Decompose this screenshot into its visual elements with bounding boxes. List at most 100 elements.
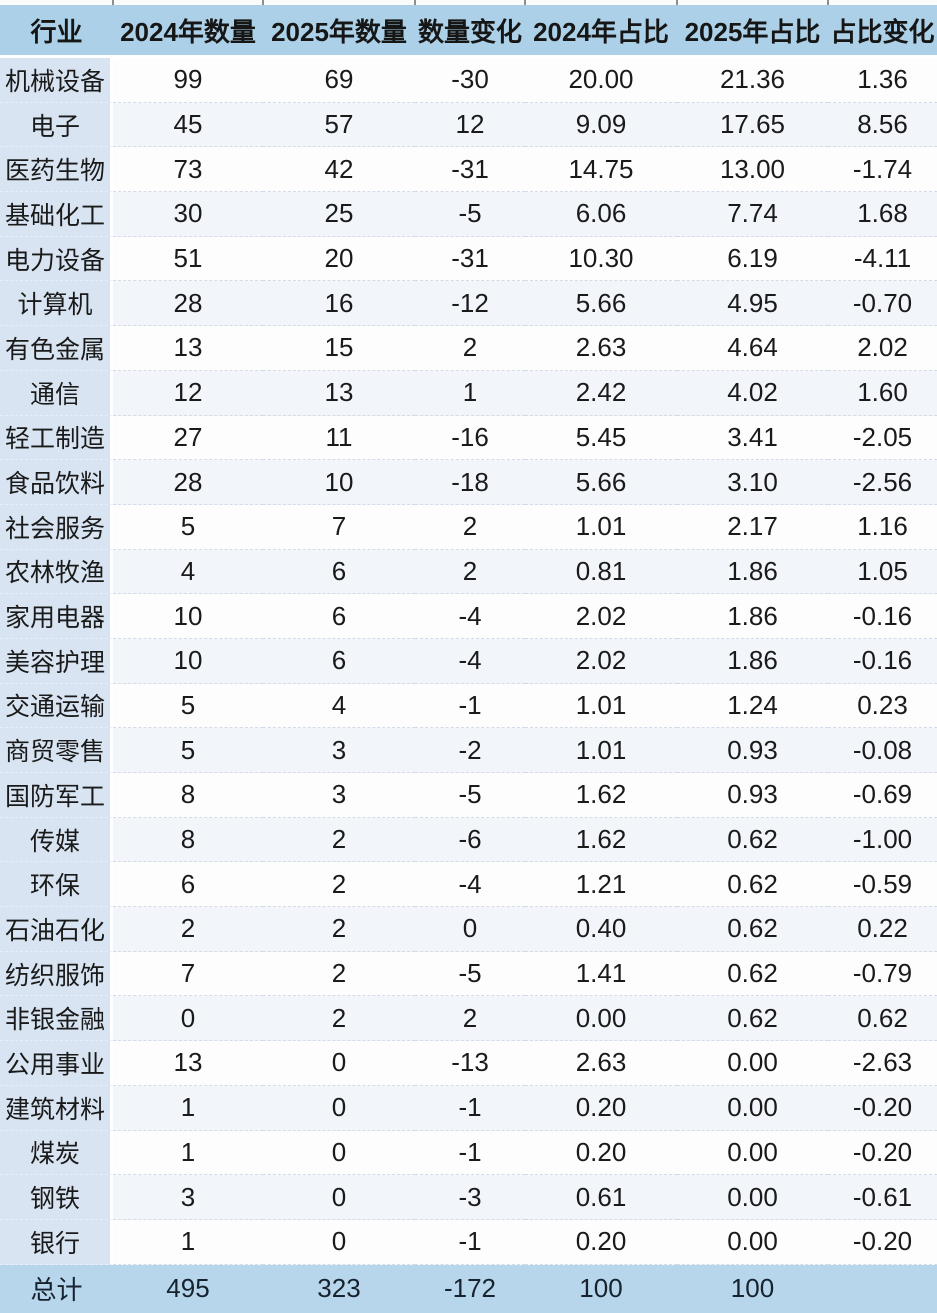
value-cell: 2 xyxy=(263,951,415,997)
value-cell: -18 xyxy=(415,460,525,505)
value-cell: -2.56 xyxy=(828,460,937,505)
value-cell: 0.62 xyxy=(677,862,828,908)
value-cell: 1 xyxy=(113,1085,263,1131)
value-cell: -16 xyxy=(415,415,525,461)
value-cell: 3 xyxy=(113,1175,263,1220)
value-cell: 9.09 xyxy=(525,102,677,148)
value-cell: 3.41 xyxy=(677,415,828,461)
value-cell: 0 xyxy=(263,1175,415,1220)
value-cell: -2.63 xyxy=(828,1041,937,1086)
value-cell: 0.93 xyxy=(677,773,828,818)
industry-cell: 银行 xyxy=(0,1219,113,1265)
value-cell: 0.62 xyxy=(828,996,937,1042)
value-cell: 1.01 xyxy=(525,504,677,550)
industry-cell: 国防军工 xyxy=(0,773,113,818)
value-cell: 0.00 xyxy=(677,1041,828,1086)
table-row: 银行 1 0 -1 0.20 0.00 -0.20 xyxy=(0,1219,937,1265)
value-cell: -2.05 xyxy=(828,415,937,461)
industry-cell: 纺织服饰 xyxy=(0,951,113,997)
top-gridline-strip xyxy=(0,0,937,5)
value-cell: 13 xyxy=(113,326,263,371)
column-header-2025-count: 2025年数量 xyxy=(271,16,407,47)
table-row: 医药生物 73 42 -31 14.75 13.00 -1.74 xyxy=(0,147,937,193)
total-value-cell: -172 xyxy=(443,1273,497,1304)
value-cell: 10 xyxy=(113,594,263,639)
value-cell: -4 xyxy=(415,594,525,639)
industry-cell: 石油石化 xyxy=(0,907,113,952)
value-cell: 73 xyxy=(113,147,263,193)
column-gridline-tick xyxy=(676,0,678,5)
value-cell: 4.95 xyxy=(677,281,828,327)
value-cell: -0.79 xyxy=(828,951,937,997)
column-header-share-change: 占比变化 xyxy=(830,16,935,47)
value-cell: 5 xyxy=(113,728,263,773)
value-cell: 1.86 xyxy=(677,549,828,595)
value-cell: 7 xyxy=(263,504,415,550)
column-header-industry: 行业 xyxy=(30,16,83,47)
column-header-2024-share: 2024年占比 xyxy=(533,16,669,47)
total-value-cell: 100 xyxy=(579,1273,623,1304)
value-cell: 1.05 xyxy=(828,549,937,595)
value-cell: 1.21 xyxy=(525,862,677,908)
value-cell: 2 xyxy=(263,862,415,908)
value-cell: 0 xyxy=(263,1130,415,1176)
value-cell: 2 xyxy=(415,549,525,595)
table-row: 钢铁 3 0 -3 0.61 0.00 -0.61 xyxy=(0,1175,937,1220)
table-row: 石油石化 2 2 0 0.40 0.62 0.22 xyxy=(0,907,937,952)
value-cell: 1.68 xyxy=(828,192,937,237)
table-row: 交通运输 5 4 -1 1.01 1.24 0.23 xyxy=(0,683,937,729)
value-cell: 10 xyxy=(263,460,415,505)
value-cell: -0.20 xyxy=(828,1130,937,1176)
value-cell: -4 xyxy=(415,638,525,684)
industry-cell: 农林牧渔 xyxy=(0,549,113,595)
value-cell: 0.20 xyxy=(525,1130,677,1176)
value-cell: 3 xyxy=(263,773,415,818)
value-cell: -6 xyxy=(415,817,525,863)
table-row: 电力设备 51 20 -31 10.30 6.19 -4.11 xyxy=(0,236,937,282)
value-cell: -1 xyxy=(415,1085,525,1131)
industry-cell: 公用事业 xyxy=(0,1041,113,1086)
value-cell: 3.10 xyxy=(677,460,828,505)
value-cell: 30 xyxy=(113,192,263,237)
value-cell: 51 xyxy=(113,236,263,282)
value-cell: 2 xyxy=(263,996,415,1042)
industry-cell: 通信 xyxy=(0,370,113,416)
value-cell: 0.20 xyxy=(525,1219,677,1265)
total-value-cell: 100 xyxy=(730,1273,775,1304)
table-row: 有色金属 13 15 2 2.63 4.64 2.02 xyxy=(0,326,937,371)
value-cell: 1.36 xyxy=(828,58,937,103)
industry-cell: 美容护理 xyxy=(0,638,113,684)
value-cell: 42 xyxy=(263,147,415,193)
value-cell: -0.20 xyxy=(828,1085,937,1131)
table-header-row: 行业 2024年数量 2025年数量 数量变化 2024年占比 2025年占比 … xyxy=(0,5,937,58)
total-value-cell: 323 xyxy=(317,1273,361,1304)
value-cell: 6.19 xyxy=(677,236,828,282)
industry-cell: 医药生物 xyxy=(0,147,113,193)
value-cell: 1.01 xyxy=(525,683,677,729)
value-cell: 0.62 xyxy=(677,907,828,952)
value-cell: 0.40 xyxy=(525,907,677,952)
value-cell: 7.74 xyxy=(677,192,828,237)
column-gridline-tick xyxy=(524,0,526,5)
table-row: 美容护理 10 6 -4 2.02 1.86 -0.16 xyxy=(0,638,937,684)
industry-cell: 轻工制造 xyxy=(0,415,113,461)
value-cell: 2.17 xyxy=(677,504,828,550)
industry-cell: 食品饮料 xyxy=(0,460,113,505)
value-cell: 0.93 xyxy=(677,728,828,773)
table-row: 建筑材料 1 0 -1 0.20 0.00 -0.20 xyxy=(0,1085,937,1131)
value-cell: 0.61 xyxy=(525,1175,677,1220)
value-cell: 1.86 xyxy=(677,638,828,684)
value-cell: 6.06 xyxy=(525,192,677,237)
table-row: 社会服务 5 7 2 1.01 2.17 1.16 xyxy=(0,504,937,550)
value-cell: 7 xyxy=(113,951,263,997)
value-cell: 1 xyxy=(415,370,525,416)
industry-cell: 交通运输 xyxy=(0,683,113,729)
industry-cell: 家用电器 xyxy=(0,594,113,639)
value-cell: -12 xyxy=(415,281,525,327)
industry-cell: 环保 xyxy=(0,862,113,908)
value-cell: 4.64 xyxy=(677,326,828,371)
value-cell: 57 xyxy=(263,102,415,148)
value-cell: 2 xyxy=(113,907,263,952)
total-label-cell: 总计 xyxy=(30,1275,83,1306)
industry-cell: 商贸零售 xyxy=(0,728,113,773)
